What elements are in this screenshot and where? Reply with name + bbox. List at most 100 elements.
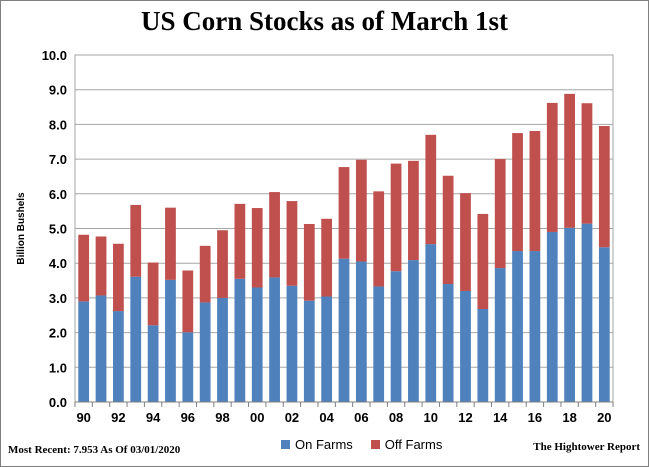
chart-legend: On Farms Off Farms xyxy=(281,437,460,452)
bar-off-farms xyxy=(581,103,593,224)
x-tick-label: 14 xyxy=(493,410,508,425)
x-tick-label: 18 xyxy=(562,410,576,425)
chart-title: US Corn Stocks as of March 1st xyxy=(140,6,508,36)
bar-off-farms xyxy=(234,203,246,279)
bar-off-farms xyxy=(408,160,419,261)
bar-off-farms xyxy=(494,159,506,269)
bar-off-farms xyxy=(269,192,280,278)
x-tick-label: 12 xyxy=(458,410,472,425)
y-tick-label: 7.0 xyxy=(49,152,67,167)
x-tick-label: 94 xyxy=(146,410,161,425)
bar-on-farms xyxy=(512,251,523,402)
bar-on-farms xyxy=(477,309,489,402)
bar-off-farms xyxy=(165,207,176,280)
bar-on-farms xyxy=(199,302,211,402)
bar-off-farms xyxy=(95,236,107,296)
x-tick-label: 98 xyxy=(215,410,229,425)
x-tick-label: 20 xyxy=(597,410,611,425)
bar-on-farms xyxy=(251,287,263,402)
bar-off-farms xyxy=(390,163,402,272)
y-tick-label: 6.0 xyxy=(49,187,67,202)
bar-off-farms xyxy=(147,262,159,326)
bar-off-farms xyxy=(477,213,489,310)
bar-on-farms xyxy=(130,276,142,402)
bar-on-farms xyxy=(425,244,437,402)
bar-on-farms xyxy=(408,260,419,402)
y-tick-label: 0.0 xyxy=(49,395,67,410)
source-credit: The Hightower Report xyxy=(533,441,640,453)
bar-off-farms xyxy=(442,175,454,285)
bar-on-farms xyxy=(95,295,107,402)
y-tick-label: 8.0 xyxy=(49,117,67,132)
bar-off-farms xyxy=(286,201,298,286)
bar-on-farms xyxy=(373,286,385,402)
bar-on-farms xyxy=(390,271,402,402)
x-tick-label: 10 xyxy=(424,410,438,425)
x-tick-label: 92 xyxy=(111,410,125,425)
x-tick-label: 16 xyxy=(528,410,542,425)
bar-on-farms xyxy=(598,247,610,402)
bar-on-farms xyxy=(286,285,298,402)
y-axis-label: Billion Bushels xyxy=(16,192,27,265)
bar-on-farms xyxy=(165,279,176,402)
bar-on-farms xyxy=(338,258,350,402)
bar-off-farms xyxy=(338,167,350,259)
x-tick-label: 08 xyxy=(389,410,403,425)
bar-off-farms xyxy=(113,243,124,312)
bar-off-farms xyxy=(512,133,523,252)
y-tick-label: 2.0 xyxy=(49,326,67,341)
bar-on-farms xyxy=(321,296,333,402)
bar-off-farms xyxy=(529,130,541,252)
y-tick-label: 4.0 xyxy=(49,256,67,271)
legend-label-off-farms: Off Farms xyxy=(384,437,443,452)
y-tick-label: 10.0 xyxy=(42,48,67,63)
bar-off-farms xyxy=(217,230,228,298)
bar-off-farms xyxy=(303,223,315,301)
bar-off-farms xyxy=(78,234,90,302)
y-tick-label: 5.0 xyxy=(49,222,67,237)
bar-on-farms xyxy=(234,278,246,402)
x-tick-label: 00 xyxy=(250,410,264,425)
bar-off-farms xyxy=(425,134,437,245)
bar-on-farms xyxy=(269,277,280,402)
bar-on-farms xyxy=(147,325,159,402)
y-tick-label: 1.0 xyxy=(49,360,67,375)
bar-on-farms xyxy=(494,268,506,402)
bar-off-farms xyxy=(564,93,575,228)
bar-off-farms xyxy=(199,245,211,303)
bar-on-farms xyxy=(303,300,315,402)
x-tick-label: 96 xyxy=(181,410,195,425)
x-tick-label: 04 xyxy=(319,410,334,425)
bar-off-farms xyxy=(130,204,142,277)
bar-on-farms xyxy=(460,290,471,402)
bar-on-farms xyxy=(581,223,593,402)
x-tick-label: 02 xyxy=(285,410,299,425)
bar-off-farms xyxy=(546,102,558,232)
bar-off-farms xyxy=(598,126,610,248)
bar-on-farms xyxy=(546,231,558,402)
legend-item-off-farms: Off Farms xyxy=(370,437,443,452)
bar-off-farms xyxy=(373,191,385,287)
x-tick-label: 06 xyxy=(354,410,368,425)
bar-off-farms xyxy=(182,270,194,333)
bar-on-farms xyxy=(182,332,194,402)
bar-on-farms xyxy=(217,297,228,402)
x-tick-label: 90 xyxy=(76,410,90,425)
bar-on-farms xyxy=(564,227,575,402)
bar-on-farms xyxy=(442,284,454,402)
bar-on-farms xyxy=(78,301,90,402)
legend-swatch-off-farms xyxy=(370,440,380,449)
y-tick-label: 3.0 xyxy=(49,291,67,306)
bar-off-farms xyxy=(321,218,333,297)
legend-label-on-farms: On Farms xyxy=(295,437,353,452)
most-recent-note: Most Recent: 7.953 As Of 03/01/2020 xyxy=(8,444,181,456)
bar-on-farms xyxy=(529,251,541,402)
y-tick-label: 9.0 xyxy=(49,83,67,98)
bar-off-farms xyxy=(355,159,367,262)
bar-on-farms xyxy=(113,311,124,402)
bar-on-farms xyxy=(355,261,367,402)
legend-item-on-farms: On Farms xyxy=(281,437,353,452)
legend-swatch-on-farms xyxy=(281,440,290,449)
bar-off-farms xyxy=(460,193,471,291)
